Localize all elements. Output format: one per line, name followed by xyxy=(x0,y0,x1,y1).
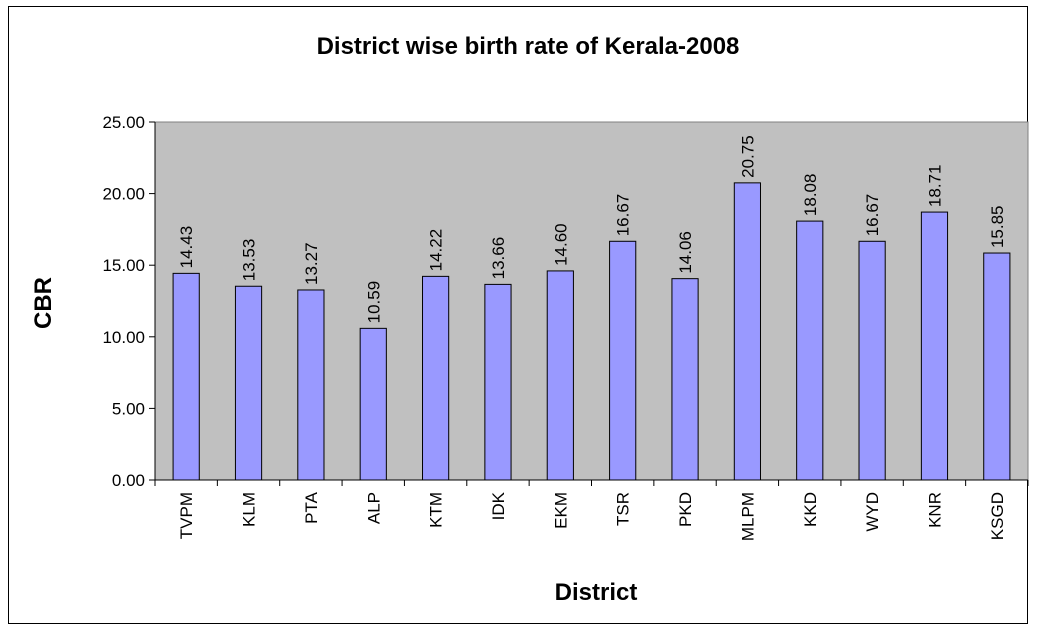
y-tick-label: 15.00 xyxy=(102,256,145,275)
data-label: 13.66 xyxy=(489,237,508,280)
data-label: 16.67 xyxy=(614,194,633,237)
data-label: 14.60 xyxy=(551,223,570,266)
bar-tvpm xyxy=(172,272,200,481)
bars: 14.43 13.53 13.27 10.59 14.22 13.66 14.60 16.67… xyxy=(172,135,1011,481)
bar-alp xyxy=(359,327,387,481)
data-label: 18.71 xyxy=(925,165,944,208)
y-tick-label: 20.00 xyxy=(102,185,145,204)
y-tick-label: 25.00 xyxy=(102,113,145,132)
x-category-label: EKM xyxy=(551,492,570,529)
bar-klm xyxy=(234,285,263,481)
data-label: 14.06 xyxy=(676,231,695,274)
y-tick-label: 0.00 xyxy=(112,471,145,490)
plot-area xyxy=(154,121,1029,481)
x-category-label: KLM xyxy=(240,492,259,527)
x-category-label: PKD xyxy=(676,492,695,527)
data-label: 14.43 xyxy=(177,226,196,269)
bar-kkd xyxy=(796,220,824,481)
data-label: 13.53 xyxy=(240,239,259,282)
y-tick-label: 10.00 xyxy=(102,328,145,347)
data-label: 18.08 xyxy=(801,174,820,217)
x-category-label: WYD xyxy=(863,492,882,532)
data-label: 16.67 xyxy=(863,194,882,237)
x-category-label: KSGD xyxy=(988,492,1007,540)
data-label: 10.59 xyxy=(364,281,383,324)
bar-ktm xyxy=(422,275,450,481)
bar-tsr xyxy=(609,240,637,481)
bar-mlpm xyxy=(733,182,761,481)
bar-knr xyxy=(920,211,949,481)
y-tick-label: 5.00 xyxy=(112,399,145,418)
data-label: 20.75 xyxy=(738,135,757,178)
x-category-label: PTA xyxy=(302,491,321,523)
bar-wyd xyxy=(858,240,886,481)
x-category-label: KTM xyxy=(427,492,446,528)
chart-title: District wise birth rate of Kerala-2008 xyxy=(317,33,740,60)
bar-idk xyxy=(484,283,512,481)
x-category-label: MLPM xyxy=(738,492,757,541)
x-category-label: IDK xyxy=(489,491,508,520)
x-axis-title: District xyxy=(555,579,638,606)
y-axis: 0.00 5.00 10.00 15.00 20.00 25.00 xyxy=(102,113,156,490)
x-axis: TVPM KLM PTA ALP KTM IDK EKM TSR PKD MLPM KKD WYD KN… xyxy=(154,479,1029,541)
y-axis-title: CBR xyxy=(30,277,57,329)
bar-pta xyxy=(297,289,325,481)
x-category-label: KKD xyxy=(801,492,820,527)
x-category-label: ALP xyxy=(364,492,383,524)
data-label: 14.22 xyxy=(427,229,446,272)
bar-pkd xyxy=(671,278,699,481)
data-label: 13.27 xyxy=(302,242,321,285)
bar-ksgd xyxy=(983,252,1011,481)
bar-ekm xyxy=(546,270,574,481)
x-category-label: TSR xyxy=(614,492,633,526)
x-category-label: KNR xyxy=(925,492,944,528)
data-label: 15.85 xyxy=(988,205,1007,248)
x-category-label: TVPM xyxy=(177,492,196,539)
